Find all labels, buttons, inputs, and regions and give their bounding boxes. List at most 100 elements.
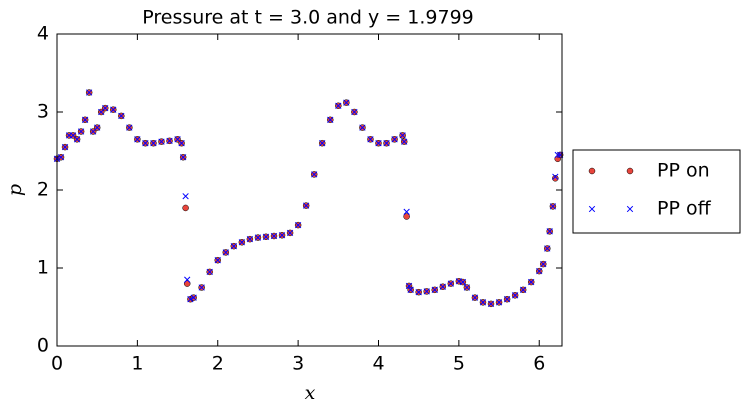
point: [459, 278, 467, 286]
point: [262, 233, 270, 240]
point: [528, 278, 535, 286]
point: [375, 140, 382, 147]
point: [142, 140, 149, 147]
legend-label: PP on: [657, 160, 710, 182]
point: [391, 136, 398, 143]
point: [351, 108, 358, 116]
x-tick-label: 1: [131, 353, 143, 375]
point: [544, 245, 551, 252]
point: [198, 284, 205, 291]
point: [183, 280, 191, 287]
point: [540, 260, 547, 268]
y-tick-label: 0: [37, 335, 49, 357]
point: [554, 151, 561, 159]
point: [407, 286, 414, 293]
point: [178, 140, 185, 147]
legend-marker: [588, 205, 596, 213]
point: [439, 283, 446, 290]
y-tick-label: 1: [37, 257, 49, 279]
point: [286, 229, 294, 237]
point: [182, 204, 189, 212]
point: [479, 299, 487, 306]
point: [190, 294, 197, 301]
point: [536, 267, 543, 275]
point: [126, 124, 133, 131]
point: [546, 228, 553, 235]
x-tick-label: 5: [453, 353, 465, 375]
point: [85, 89, 93, 96]
point: [552, 175, 559, 182]
point: [367, 136, 374, 143]
point: [206, 268, 213, 276]
legend-label: PP off: [657, 198, 712, 220]
point: [327, 116, 334, 123]
legend-marker: [626, 205, 634, 213]
point: [463, 284, 471, 291]
point: [254, 234, 262, 241]
point: [187, 296, 194, 303]
point: [471, 294, 479, 301]
y-tick-label: 2: [37, 179, 49, 201]
point: [73, 136, 81, 143]
point: [270, 232, 278, 240]
x-tick-label: 4: [372, 353, 384, 375]
point: [81, 116, 89, 123]
point: [118, 112, 125, 120]
point: [431, 286, 438, 293]
point: [184, 276, 191, 283]
point: [134, 136, 141, 143]
point: [549, 203, 557, 210]
plot-frame: [56, 33, 563, 347]
x-tick-label: 2: [212, 353, 224, 375]
point: [311, 171, 318, 178]
point: [399, 132, 406, 139]
point: [552, 173, 559, 180]
point: [246, 235, 254, 243]
x-tick-label: 3: [292, 353, 304, 375]
point: [230, 243, 237, 250]
point: [150, 140, 157, 147]
point: [423, 288, 430, 295]
y-tick-label: 3: [37, 101, 49, 123]
point: [383, 140, 390, 147]
x-tick-label: 6: [533, 353, 545, 375]
legend-box: [572, 149, 741, 234]
point: [238, 239, 246, 246]
point: [487, 300, 495, 308]
point: [222, 249, 229, 256]
point: [57, 154, 65, 161]
x-tick-label: 0: [51, 353, 63, 375]
point: [335, 102, 342, 109]
y-axis-label: p: [4, 184, 26, 196]
point: [278, 232, 286, 239]
point: [503, 296, 511, 303]
y-tick-label: 4: [37, 23, 49, 45]
point: [158, 138, 165, 145]
point: [343, 99, 350, 106]
point: [110, 106, 117, 113]
legend-marker: [626, 167, 634, 175]
point: [102, 104, 109, 112]
point: [303, 202, 310, 209]
x-axis-label: x: [305, 382, 316, 404]
point: [401, 138, 408, 145]
point: [319, 140, 326, 147]
chart-title: Pressure at t = 3.0 and y = 1.9799: [142, 7, 474, 29]
point: [405, 282, 413, 290]
point: [294, 221, 302, 229]
point: [359, 124, 366, 131]
point: [94, 124, 101, 131]
point: [180, 154, 187, 161]
point: [447, 280, 454, 287]
point: [61, 143, 69, 151]
legend-marker: [588, 167, 596, 175]
point: [77, 128, 85, 135]
point: [520, 286, 527, 293]
point: [403, 213, 410, 220]
point: [182, 193, 189, 200]
point: [166, 137, 173, 145]
point: [511, 292, 519, 299]
point: [415, 289, 422, 296]
point: [495, 299, 503, 306]
